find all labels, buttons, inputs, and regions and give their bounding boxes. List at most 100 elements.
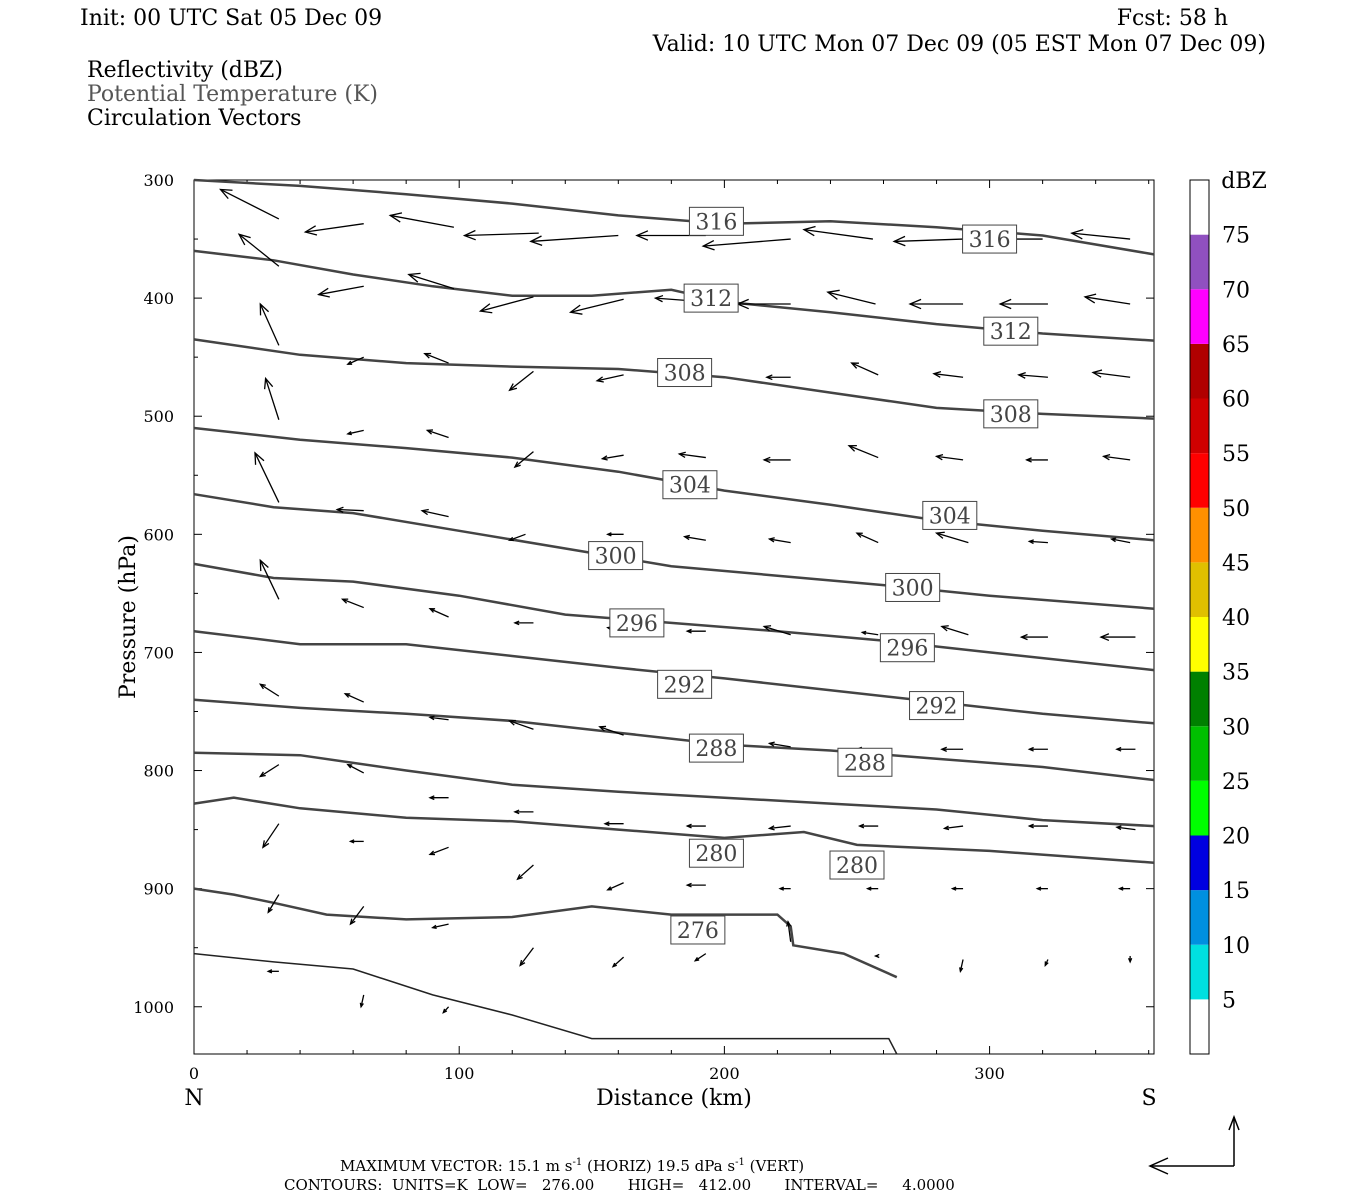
- vector-arrow: [847, 444, 879, 459]
- vector-arrow: [1127, 955, 1133, 964]
- vector-arrow: [762, 456, 791, 464]
- colorbar-swatch: [1190, 507, 1209, 563]
- vector-arrow: [786, 920, 792, 942]
- colorbar-swatch: [1190, 562, 1209, 617]
- vector-arrow: [865, 886, 879, 891]
- contour-label-text: 292: [916, 695, 958, 720]
- vector-arrow: [1035, 886, 1048, 891]
- colorbar-level: 25: [1222, 770, 1250, 795]
- vector-arrow: [346, 763, 365, 774]
- vector-arrow: [428, 608, 449, 618]
- colorbar-level: 30: [1222, 715, 1250, 740]
- contour-label-text: 308: [990, 403, 1032, 428]
- y-tick-label: 900: [143, 880, 174, 899]
- vector-arrow: [340, 598, 364, 609]
- colorbar-swatch: [1190, 999, 1209, 1054]
- vector-arrow: [685, 882, 706, 888]
- colorbar-swatch: [1190, 289, 1209, 344]
- vector-arrow: [423, 352, 449, 364]
- valid-time: Valid: 10 UTC Mon 07 Dec 09 (05 EST Mon …: [652, 32, 1266, 57]
- colorbar-swatch: [1190, 398, 1209, 454]
- vector-arrow: [778, 886, 791, 891]
- contour-label: 316: [962, 224, 1018, 254]
- vector-arrow: [508, 719, 534, 730]
- vector-arrow: [254, 451, 280, 503]
- vector-arrow: [600, 454, 624, 461]
- vector-arrow: [462, 229, 539, 241]
- vector-arrow: [934, 453, 964, 461]
- vector-arrow: [802, 225, 873, 240]
- contour-label-text: 304: [929, 504, 971, 529]
- vector-arrow: [335, 506, 364, 513]
- vector-arrow: [767, 537, 791, 544]
- field-reflectivity: Reflectivity (dBZ): [87, 58, 283, 83]
- contour-label: 312: [983, 316, 1039, 346]
- vector-arrow: [407, 272, 455, 290]
- y-tick-label: 1000: [133, 998, 174, 1017]
- vector-arrow: [343, 693, 364, 703]
- vector-arrow: [1017, 371, 1048, 379]
- contour-label: 280: [829, 850, 885, 880]
- vector-arrow: [685, 823, 706, 829]
- colorbar-swatch: [1190, 343, 1209, 399]
- colorbar-level: 70: [1222, 278, 1250, 303]
- colorbar-swatch: [1190, 780, 1209, 836]
- vector-arrow: [508, 533, 526, 542]
- vector-arrow: [998, 298, 1048, 310]
- contour-label: 304: [922, 500, 978, 530]
- vector-arrow: [1099, 633, 1136, 642]
- field-potential-temperature: Potential Temperature (K): [87, 82, 378, 107]
- vector-arrow: [346, 356, 364, 365]
- x-end-left: N: [184, 1086, 203, 1111]
- colorbar-level: 75: [1222, 224, 1250, 249]
- vector-arrow: [950, 886, 964, 891]
- vector-arrow: [428, 846, 449, 856]
- axis-ticks: 300 400 500 600 700 800 900 1000 0 100 200 300: [133, 171, 1154, 1083]
- contour-label: 300: [885, 572, 941, 602]
- vector-arrow: [513, 620, 534, 626]
- vector-arrow: [516, 864, 534, 881]
- vector-arrow: [262, 823, 280, 849]
- colorbar-level: 40: [1222, 606, 1250, 631]
- vector-arrow: [431, 923, 449, 929]
- vector-arrow: [767, 825, 791, 831]
- vector-arrow: [346, 429, 364, 436]
- x-tick-label: 0: [189, 1064, 199, 1083]
- vector-arrow: [266, 969, 279, 974]
- vector-arrow: [826, 289, 876, 305]
- contour-line-312: [193, 249, 1155, 342]
- vector-arrow: [519, 947, 534, 967]
- contour-label: 292: [657, 669, 713, 699]
- contour-line-280: [193, 796, 1155, 864]
- colorbar-level: 15: [1222, 879, 1250, 904]
- vector-arrow: [1117, 886, 1131, 891]
- vector-arrow: [428, 795, 449, 801]
- vector-arrow: [940, 746, 964, 752]
- vector-arrow: [568, 298, 624, 315]
- vector-arrow: [259, 558, 280, 600]
- vector-arrow: [442, 1006, 450, 1014]
- vector-arrow: [767, 741, 791, 748]
- vector-arrow: [606, 532, 624, 537]
- y-tick-label: 400: [143, 289, 174, 308]
- colorbar-level: 5: [1222, 988, 1236, 1013]
- x-tick-label: 300: [974, 1064, 1005, 1083]
- contour-label-text: 308: [664, 362, 706, 387]
- contour-label-text: 296: [886, 637, 928, 662]
- vector-arrow: [850, 362, 879, 376]
- contour-label: 292: [909, 691, 965, 721]
- vector-arrow: [219, 188, 280, 220]
- vector-arrow: [595, 374, 624, 383]
- y-tick-label: 500: [143, 407, 174, 426]
- colorbar-swatch: [1190, 234, 1209, 290]
- colorbar-swatch: [1190, 726, 1209, 781]
- vector-arrow: [258, 683, 280, 697]
- circulation-vectors: [219, 188, 1136, 1014]
- plot-frame: [193, 179, 1155, 1055]
- vector-arrow: [1019, 633, 1048, 641]
- colorbar-title: dBZ: [1221, 169, 1267, 194]
- colorbar-swatch: [1190, 617, 1209, 672]
- vector-arrow: [611, 956, 625, 968]
- y-tick-label: 700: [143, 643, 174, 662]
